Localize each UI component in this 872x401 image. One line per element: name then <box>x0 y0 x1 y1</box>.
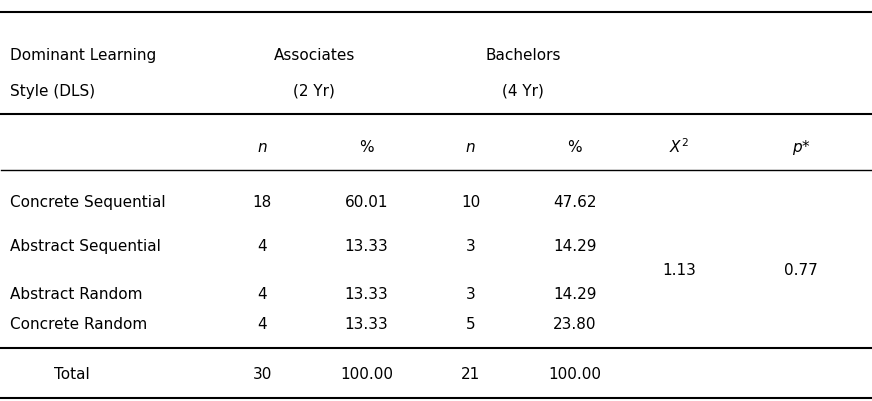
Text: 4: 4 <box>257 316 267 332</box>
Text: 100.00: 100.00 <box>340 366 393 381</box>
Text: 18: 18 <box>253 195 272 210</box>
Text: (2 Yr): (2 Yr) <box>293 83 335 99</box>
Text: 21: 21 <box>461 366 480 381</box>
Text: 23.80: 23.80 <box>554 316 596 332</box>
Text: Style (DLS): Style (DLS) <box>10 83 95 99</box>
Text: 0.77: 0.77 <box>784 263 818 277</box>
Text: Abstract Sequential: Abstract Sequential <box>10 239 161 254</box>
Text: Dominant Learning: Dominant Learning <box>10 48 156 63</box>
Text: 30: 30 <box>253 366 272 381</box>
Text: $X^2$: $X^2$ <box>670 138 690 156</box>
Text: 47.62: 47.62 <box>554 195 596 210</box>
Text: 3: 3 <box>466 239 475 254</box>
Text: 13.33: 13.33 <box>344 287 388 302</box>
Text: 4: 4 <box>257 239 267 254</box>
Text: Concrete Random: Concrete Random <box>10 316 147 332</box>
Text: 5: 5 <box>466 316 475 332</box>
Text: Abstract Random: Abstract Random <box>10 287 143 302</box>
Text: 3: 3 <box>466 287 475 302</box>
Text: $\%$: $\%$ <box>567 139 583 155</box>
Text: 10: 10 <box>461 195 480 210</box>
Text: 13.33: 13.33 <box>344 239 388 254</box>
Text: 4: 4 <box>257 287 267 302</box>
Text: $p$*: $p$* <box>792 137 811 156</box>
Text: 100.00: 100.00 <box>548 366 602 381</box>
Text: Concrete Sequential: Concrete Sequential <box>10 195 166 210</box>
Text: Total: Total <box>53 366 89 381</box>
Text: $n$: $n$ <box>257 139 268 154</box>
Text: 13.33: 13.33 <box>344 316 388 332</box>
Text: 60.01: 60.01 <box>344 195 388 210</box>
Text: $\%$: $\%$ <box>358 139 374 155</box>
Text: (4 Yr): (4 Yr) <box>502 83 544 99</box>
Text: 14.29: 14.29 <box>554 239 596 254</box>
Text: Bachelors: Bachelors <box>485 48 561 63</box>
Text: 1.13: 1.13 <box>663 263 697 277</box>
Text: Associates: Associates <box>274 48 355 63</box>
Text: $n$: $n$ <box>466 139 476 154</box>
Text: 14.29: 14.29 <box>554 287 596 302</box>
